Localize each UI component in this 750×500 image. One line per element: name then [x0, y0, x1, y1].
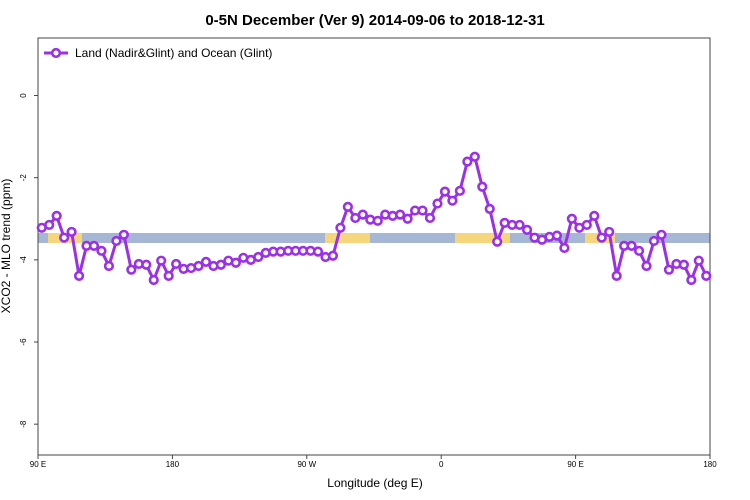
data-point [678, 259, 689, 270]
data-point [126, 264, 137, 275]
data-point [521, 224, 533, 235]
y-tick-label: -4 [19, 256, 28, 264]
data-point [663, 264, 675, 275]
x-tick-label: 90 W [297, 460, 316, 469]
data-point [447, 195, 458, 206]
x-tick-label: 90 E [567, 460, 583, 469]
data-point [96, 245, 107, 256]
legend-label: Land (Nadir&Glint) and Ocean (Glint) [75, 46, 272, 60]
data-point [596, 232, 607, 243]
legend-marker [50, 47, 62, 59]
data-point [648, 235, 660, 247]
data-point [103, 260, 115, 272]
data-point [51, 210, 62, 221]
data-point [148, 274, 159, 286]
plot-frame [37, 37, 711, 456]
x-tick-label: 180 [703, 460, 717, 469]
data-point [641, 260, 652, 272]
x-tick-label: 90 E [30, 460, 46, 469]
data-point [626, 240, 637, 251]
data-point [171, 258, 182, 270]
data-point [424, 212, 436, 224]
data-point [156, 255, 167, 266]
data-point [66, 226, 77, 238]
data-point [492, 236, 503, 247]
data-point [462, 156, 473, 167]
data-point [111, 235, 122, 247]
land-band [325, 233, 370, 243]
data-point [118, 229, 129, 240]
data-point [342, 201, 353, 212]
data-point [477, 181, 488, 192]
data-point [327, 250, 339, 261]
data-point [312, 246, 324, 257]
data-point [581, 219, 592, 231]
data-point [215, 259, 227, 270]
land-band [455, 233, 510, 243]
data-point [454, 185, 465, 196]
data-point [514, 219, 525, 231]
data-point [88, 240, 100, 251]
data-point [59, 232, 70, 243]
y-tick-label: -2 [19, 174, 28, 182]
data-point [551, 230, 563, 241]
y-tick-label: 0 [19, 93, 28, 98]
data-point [589, 210, 600, 221]
data-point [163, 270, 174, 281]
data-point [253, 251, 264, 263]
chart-title: 0-5N December (Ver 9) 2014-09-06 to 2018… [205, 12, 544, 29]
x-axis-label: Longitude (deg E) [327, 476, 422, 490]
y-tick-label: -8 [19, 420, 28, 428]
data-point [484, 203, 495, 215]
data-point [693, 255, 704, 266]
data-point [559, 242, 570, 254]
data-point [469, 151, 480, 162]
data-point [73, 270, 85, 281]
data-point [357, 209, 368, 220]
x-tick-label: 0 [439, 460, 444, 469]
data-point [566, 213, 577, 224]
data-point [44, 219, 55, 231]
y-tick-label: -6 [19, 338, 28, 346]
data-point [432, 198, 443, 209]
data-point [633, 245, 645, 256]
x-tick-label: 180 [166, 460, 180, 469]
data-point [604, 226, 615, 238]
data-point [701, 270, 712, 281]
data-point [611, 270, 622, 281]
data-point [395, 209, 406, 220]
data-point [141, 259, 152, 270]
data-point [656, 229, 667, 240]
data-point [417, 205, 428, 216]
y-axis-label: XCO2 - MLO trend (ppm) [0, 179, 13, 314]
data-point [439, 186, 451, 197]
data-point [200, 256, 212, 268]
ocean-band [38, 233, 710, 243]
data-point [372, 215, 383, 226]
data-point [686, 274, 697, 286]
data-point [193, 260, 204, 272]
data-point [230, 257, 241, 268]
data-point [402, 213, 413, 224]
data-point [335, 222, 346, 233]
